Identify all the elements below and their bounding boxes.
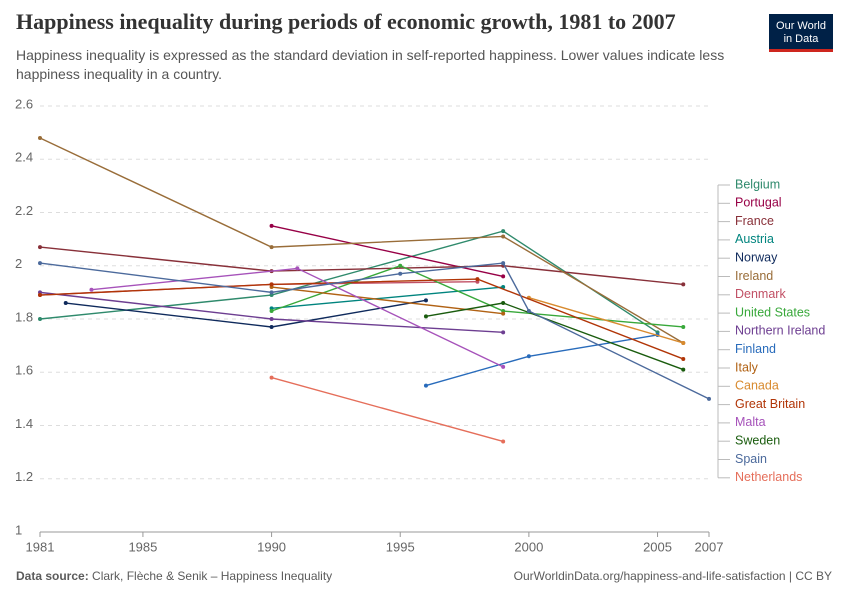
series-line: [425, 334, 658, 387]
x-tick-label: 1985: [128, 539, 157, 554]
data-point: [501, 301, 506, 306]
data-point: [526, 309, 531, 314]
data-point: [89, 287, 94, 292]
y-tick-label: 1.4: [15, 416, 33, 431]
x-tick-label: 2005: [643, 539, 672, 554]
legend-label: United States: [735, 305, 810, 319]
series-line: [271, 225, 504, 278]
data-point: [38, 317, 42, 321]
series-line: [39, 262, 710, 400]
data-point: [707, 396, 711, 401]
series-line: [271, 376, 504, 443]
data-point: [269, 245, 274, 250]
legend-label: Norway: [735, 250, 778, 264]
x-tick-label: 1995: [386, 539, 415, 554]
data-point: [501, 439, 506, 444]
legend-label: Sweden: [735, 433, 780, 447]
series-line: [425, 302, 684, 371]
data-point: [63, 301, 68, 306]
legend-label: Great Britain: [735, 397, 805, 411]
series-line: [528, 297, 684, 344]
x-tick-label: 2000: [514, 539, 543, 554]
footer-source: Data source: Clark, Flèche & Senik – Hap…: [16, 569, 332, 583]
logo-bar: [769, 49, 833, 52]
legend-label: Malta: [735, 415, 766, 429]
data-point: [38, 293, 42, 298]
data-point: [398, 263, 403, 268]
legend-label: Northern Ireland: [735, 324, 825, 338]
data-point: [501, 311, 506, 316]
data-point: [269, 223, 274, 228]
y-tick-label: 2.6: [15, 96, 33, 111]
data-point: [681, 340, 686, 345]
source-text: Clark, Flèche & Senik – Happiness Inequa…: [92, 569, 332, 583]
data-point: [501, 229, 506, 234]
data-point: [423, 383, 428, 388]
data-point: [681, 282, 686, 287]
data-point: [295, 266, 300, 271]
legend-label: Finland: [735, 342, 776, 356]
source-label: Data source:: [16, 569, 89, 583]
logo-text: in Data: [784, 33, 820, 45]
subtitle-box: Happiness inequality is expressed as the…: [16, 47, 725, 82]
data-point: [269, 317, 274, 321]
legend-label: Canada: [735, 379, 779, 393]
legend-label: Italy: [735, 360, 759, 374]
data-point: [269, 290, 274, 295]
legend-label: Ireland: [735, 269, 773, 283]
series-line: [39, 246, 684, 286]
data-point: [501, 261, 506, 266]
data-point: [501, 274, 506, 279]
data-point: [38, 261, 42, 266]
y-tick-label: 1.8: [15, 309, 33, 324]
data-point: [38, 135, 42, 140]
y-tick-label: 2: [15, 256, 22, 271]
data-point: [501, 364, 506, 369]
y-tick-label: 1.6: [15, 363, 33, 378]
data-point: [526, 354, 531, 359]
data-point: [398, 271, 403, 276]
data-point: [681, 367, 686, 372]
data-point: [681, 324, 686, 329]
data-point: [269, 375, 274, 380]
x-tick-label: 2007: [695, 539, 724, 554]
x-tick-label: 1981: [26, 539, 55, 554]
legend-label: France: [735, 214, 774, 228]
logo: [769, 14, 833, 50]
footer-url: OurWorldinData.org/happiness-and-life-sa…: [514, 569, 832, 583]
legend-label: Belgium: [735, 177, 780, 191]
chart-title: Happiness inequality during periods of e…: [16, 9, 676, 34]
data-point: [501, 234, 506, 239]
data-point: [501, 330, 506, 335]
legend-label: Netherlands: [735, 470, 802, 484]
data-point: [269, 309, 274, 314]
series-line: [271, 286, 504, 310]
legend-label: Portugal: [735, 196, 782, 210]
data-point: [423, 314, 428, 319]
logo-text: Our World: [776, 20, 826, 32]
y-tick-label: 2.4: [15, 150, 33, 165]
data-point: [681, 356, 686, 361]
y-tick-label: 1: [15, 522, 22, 537]
data-point: [269, 324, 274, 329]
series-line: [271, 264, 684, 328]
series-line: [39, 278, 684, 360]
y-tick-label: 2.2: [15, 203, 33, 218]
chart-subtitle: Happiness inequality is expressed as the…: [16, 47, 725, 82]
legend-label: Denmark: [735, 287, 786, 301]
y-tick-label: 1.2: [15, 469, 33, 484]
data-point: [38, 245, 42, 250]
data-point: [423, 298, 428, 303]
legend-label: Austria: [735, 232, 774, 246]
data-point: [269, 282, 274, 287]
x-tick-label: 1990: [257, 539, 286, 554]
series-line: [39, 137, 684, 344]
legend-label: Spain: [735, 452, 767, 466]
data-point: [475, 277, 480, 282]
